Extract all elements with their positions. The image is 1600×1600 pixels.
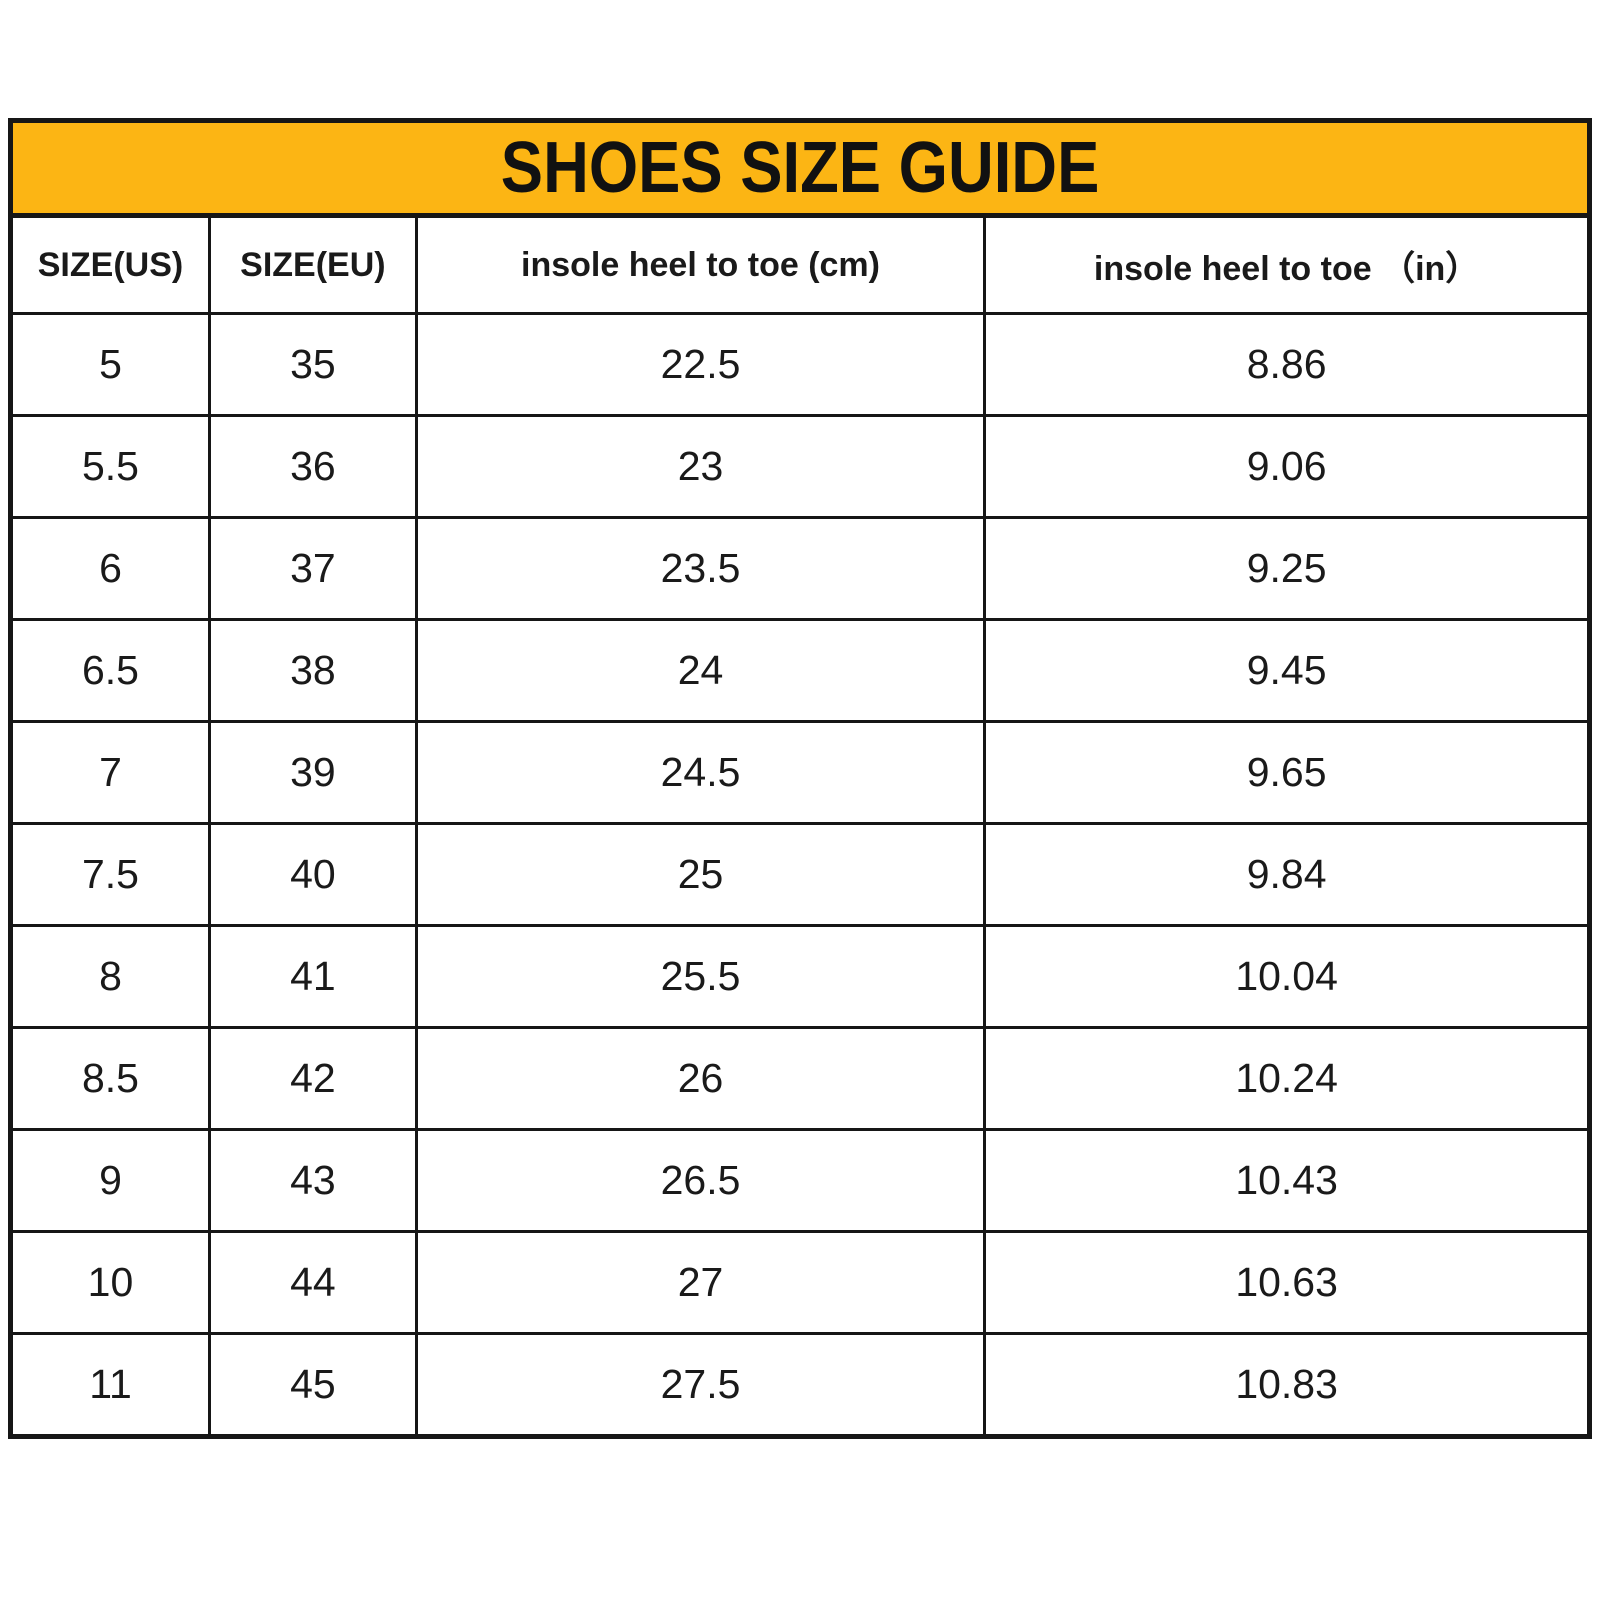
cell-size-eu: 38 [207,618,418,723]
cell-size-eu: 43 [207,1128,418,1233]
cell-size-us: 11 [9,1332,211,1438]
cell-insole-in: 9.25 [983,516,1591,621]
cell-size-eu: 42 [207,1026,418,1131]
cell-size-eu: 45 [207,1332,418,1438]
cell-size-us: 7 [9,720,211,825]
cell-size-us: 8.5 [9,1026,211,1131]
cell-insole-cm: 25.5 [414,924,987,1029]
cell-insole-cm: 24.5 [414,720,987,825]
cell-size-us: 5 [9,312,211,417]
table-body: 5 35 22.5 8.86 5.5 36 23 9.06 6 37 23.5 9.25 6.5 38 24… [9,312,1591,1438]
cell-size-eu: 41 [207,924,418,1029]
column-header-size-eu: SIZE(EU) [207,215,418,315]
cell-insole-in: 10.24 [983,1026,1591,1131]
cell-insole-cm: 22.5 [414,312,987,417]
cell-insole-in: 10.63 [983,1230,1591,1335]
cell-insole-cm: 27.5 [414,1332,987,1438]
column-header-insole-in: insole heel to toe （in） [983,215,1591,315]
table-row: 7 39 24.5 9.65 [9,720,1591,825]
table-header-row: SIZE(US) SIZE(EU) insole heel to toe (cm… [9,215,1591,315]
cell-insole-in: 10.83 [983,1332,1591,1438]
table-row: 9 43 26.5 10.43 [9,1128,1591,1233]
shoe-size-table: SIZE(US) SIZE(EU) insole heel to toe (cm… [8,215,1592,1439]
cell-size-us: 7.5 [9,822,211,927]
cell-size-eu: 35 [207,312,418,417]
page-title: SHOES SIZE GUIDE [500,128,1100,208]
cell-size-eu: 37 [207,516,418,621]
cell-size-us: 9 [9,1128,211,1233]
cell-insole-cm: 26.5 [414,1128,987,1233]
cell-insole-cm: 27 [414,1230,987,1335]
cell-size-us: 6.5 [9,618,211,723]
column-header-insole-cm: insole heel to toe (cm) [414,215,987,315]
table-row: 10 44 27 10.63 [9,1230,1591,1335]
cell-size-us: 10 [9,1230,211,1335]
cell-insole-in: 9.06 [983,414,1591,519]
cell-insole-cm: 24 [414,618,987,723]
cell-insole-in: 10.04 [983,924,1591,1029]
column-header-size-us: SIZE(US) [9,215,211,315]
cell-insole-cm: 25 [414,822,987,927]
cell-insole-cm: 26 [414,1026,987,1131]
cell-size-us: 6 [9,516,211,621]
cell-insole-in: 10.43 [983,1128,1591,1233]
cell-size-us: 8 [9,924,211,1029]
table-row: 6 37 23.5 9.25 [9,516,1591,621]
table-row: 11 45 27.5 10.83 [9,1332,1591,1438]
table-row: 5.5 36 23 9.06 [9,414,1591,519]
cell-size-eu: 44 [207,1230,418,1335]
cell-size-eu: 39 [207,720,418,825]
table-row: 8 41 25.5 10.04 [9,924,1591,1029]
cell-insole-in: 9.45 [983,618,1591,723]
cell-insole-cm: 23 [414,414,987,519]
cell-insole-in: 9.65 [983,720,1591,825]
size-guide-table-container: SHOES SIZE GUIDE SIZE(US) SIZE(EU) insol… [8,118,1592,1439]
table-row: 8.5 42 26 10.24 [9,1026,1591,1131]
table-row: 7.5 40 25 9.84 [9,822,1591,927]
table-row: 6.5 38 24 9.45 [9,618,1591,723]
cell-size-eu: 40 [207,822,418,927]
cell-size-eu: 36 [207,414,418,519]
cell-insole-in: 8.86 [983,312,1591,417]
cell-insole-in: 9.84 [983,822,1591,927]
cell-insole-cm: 23.5 [414,516,987,621]
title-banner: SHOES SIZE GUIDE [8,118,1592,215]
cell-size-us: 5.5 [9,414,211,519]
table-row: 5 35 22.5 8.86 [9,312,1591,417]
